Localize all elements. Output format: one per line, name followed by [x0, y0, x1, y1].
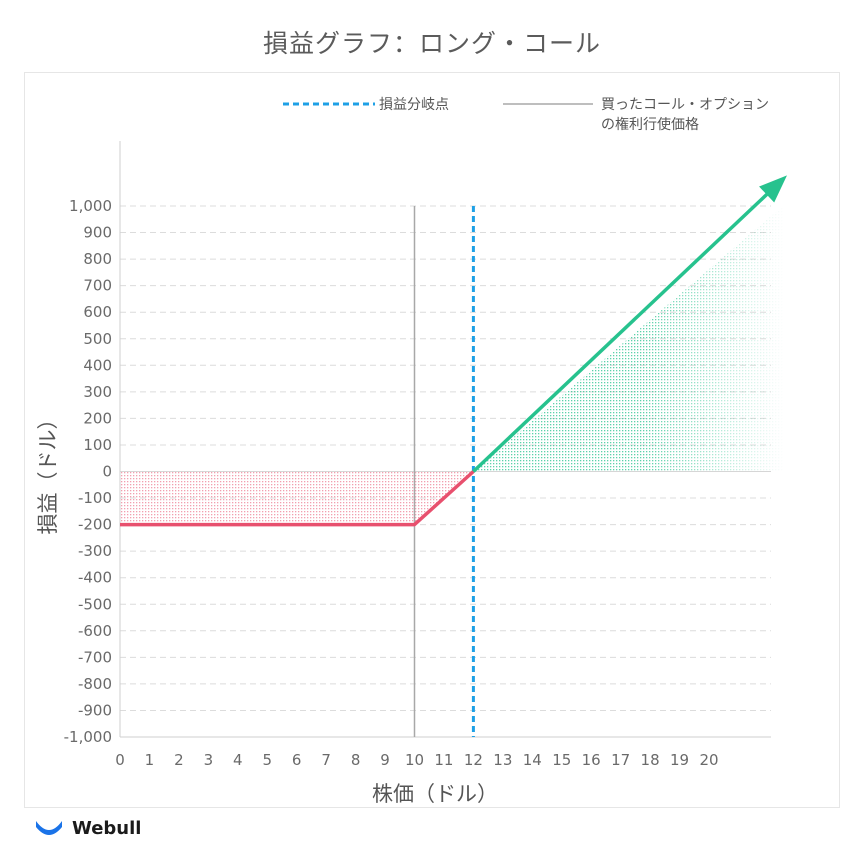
- x-tick-label: 19: [670, 751, 689, 769]
- profit-shaded-area: [473, 206, 783, 472]
- axes: [119, 141, 771, 738]
- x-tick-label: 12: [464, 751, 483, 769]
- y-tick-label: -300: [78, 542, 112, 560]
- y-tick-label: -500: [78, 595, 112, 613]
- y-tick-label: -900: [78, 701, 112, 719]
- x-axis-label: 株価（ドル）: [372, 782, 498, 806]
- x-tick-label: 4: [233, 751, 243, 769]
- y-tick-label: 500: [83, 330, 112, 348]
- y-tick-label: 600: [83, 303, 112, 321]
- x-tick-label: 10: [405, 751, 424, 769]
- y-tick-label: 300: [83, 383, 112, 401]
- legend-break-even-label: 損益分岐点: [379, 97, 449, 113]
- y-tick-label: -1,000: [64, 728, 112, 746]
- y-tick-label: 900: [83, 224, 112, 242]
- y-tick-label: 400: [83, 356, 112, 374]
- y-tick-label: -700: [78, 648, 112, 666]
- x-tick-label: 3: [204, 751, 214, 769]
- x-tick-label: 0: [115, 751, 125, 769]
- y-tick-label: -200: [78, 516, 112, 534]
- x-tick-label: 2: [174, 751, 184, 769]
- x-tick-label: 20: [699, 751, 718, 769]
- y-tick-label: 700: [83, 277, 112, 295]
- webull-logo-icon: [36, 821, 62, 835]
- y-tick-label: 200: [83, 409, 112, 427]
- profit-line: [472, 178, 784, 473]
- chart-title: 損益グラフ：ロング・コール: [262, 29, 601, 58]
- y-tick-label: 1,000: [69, 197, 112, 215]
- x-tick-label: 14: [523, 751, 542, 769]
- y-tick-label: -800: [78, 675, 112, 693]
- shaded-regions: [120, 206, 783, 525]
- x-tick-label: 15: [552, 751, 571, 769]
- x-tick-label: 5: [262, 751, 272, 769]
- chart-svg: 1,0009008007006005004003002001000-100-20…: [36, 97, 787, 806]
- x-tick-label: 17: [611, 751, 630, 769]
- x-tick-label: 7: [321, 751, 331, 769]
- y-axis-label: 損益（ドル）: [36, 409, 60, 535]
- loss-shaded-area: [120, 471, 474, 525]
- y-tick-label: -100: [78, 489, 112, 507]
- x-tick-label: 13: [493, 751, 512, 769]
- chart-panel: 1,000 900 800 700 600 500 400 300 200 100 0 -100 -20…: [24, 72, 840, 808]
- legend-strike-label: の権利行使価格: [601, 116, 699, 133]
- legend-strike-label: 買ったコール・オプション: [601, 97, 769, 113]
- brand-logo: Webull: [34, 815, 141, 841]
- y-tick-label: 0: [102, 463, 112, 481]
- x-tick-label: 8: [351, 751, 361, 769]
- payoff-lines: [120, 175, 787, 527]
- loss-line: [120, 470, 475, 527]
- y-tick-label: 100: [83, 436, 112, 454]
- x-tick-label: 6: [292, 751, 302, 769]
- x-tick-label: 9: [380, 751, 390, 769]
- x-tick-label: 1: [145, 751, 155, 769]
- y-tick-label: -400: [78, 569, 112, 587]
- x-tick-label: 16: [582, 751, 601, 769]
- y-tick-label: 800: [83, 250, 112, 268]
- x-tick-label: 18: [641, 751, 660, 769]
- x-tick-label: 11: [434, 751, 453, 769]
- arrow-head: [759, 175, 787, 203]
- tick-labels: 1,0009008007006005004003002001000-100-20…: [64, 197, 719, 769]
- y-tick-label: -600: [78, 622, 112, 640]
- brand-name: Webull: [72, 817, 142, 839]
